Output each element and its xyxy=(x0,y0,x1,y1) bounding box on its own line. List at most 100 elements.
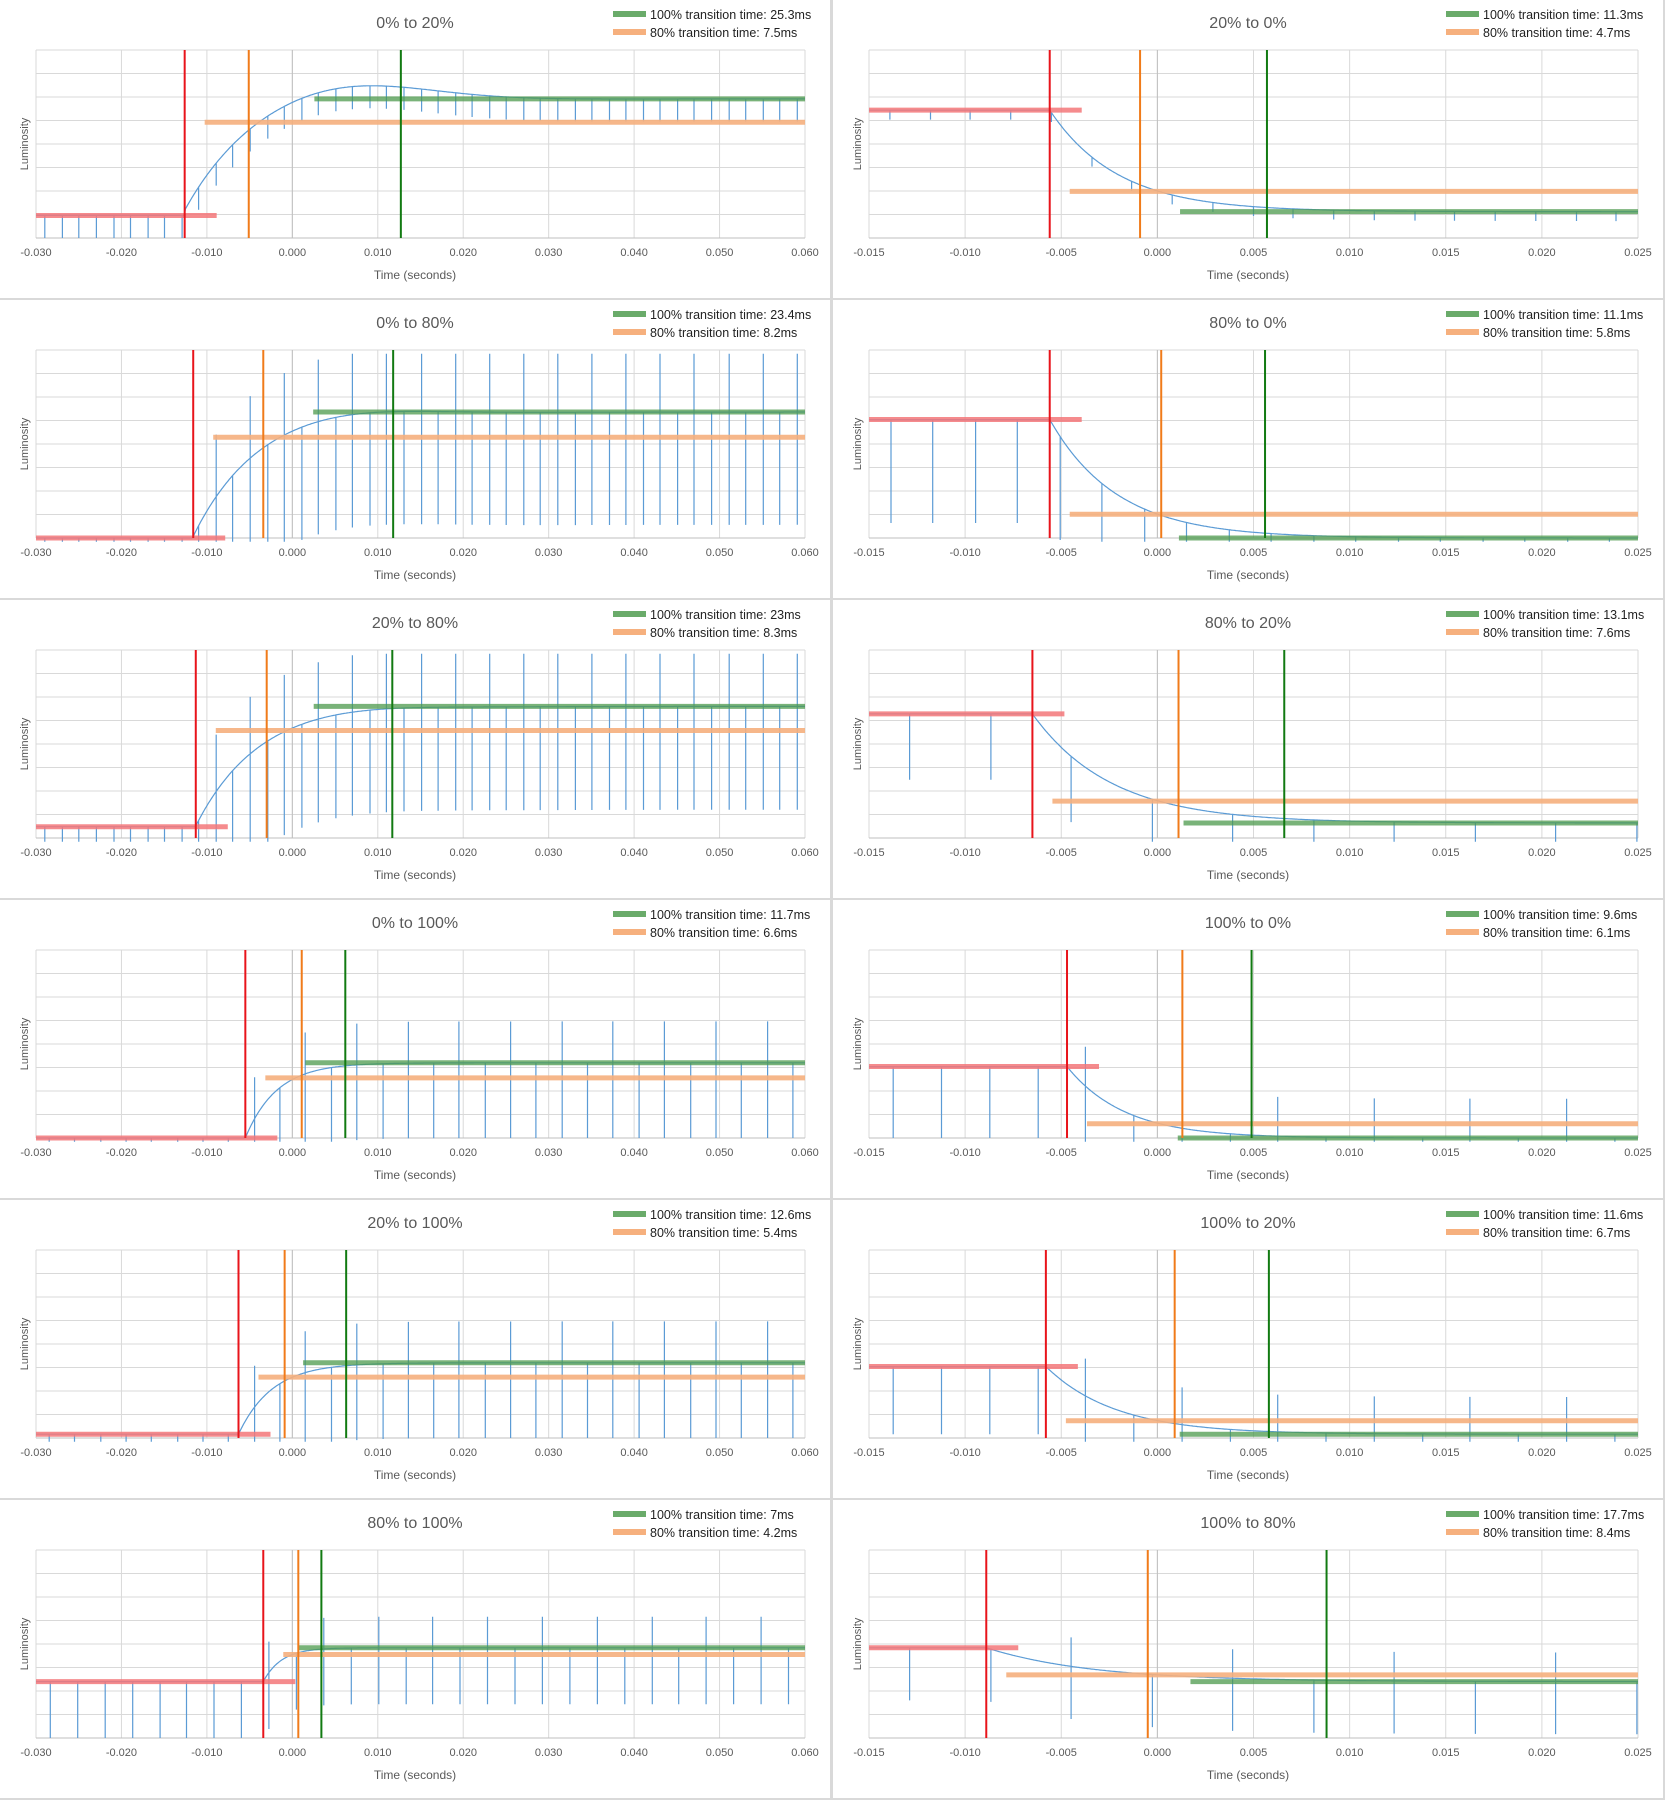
x-tick-label: 0.000 xyxy=(279,1147,307,1159)
chart-panel: 20% to 100% 100% transition time: 12.6ms 8… xyxy=(0,1200,830,1498)
x-tick-label: 0.010 xyxy=(1336,1447,1364,1459)
x-tick-label: 0.020 xyxy=(449,847,477,859)
legend-swatch-100 xyxy=(1446,1511,1479,1517)
x-tick-label: 0.060 xyxy=(791,547,819,559)
y-axis-label: Luminosity xyxy=(19,717,31,770)
legend-label: 80% transition time: 5.8ms xyxy=(1483,326,1630,340)
x-tick-label: -0.010 xyxy=(191,1147,222,1159)
x-tick-label: 0.020 xyxy=(449,1747,477,1759)
x-tick-label: -0.005 xyxy=(1046,547,1077,559)
x-tick-label: -0.030 xyxy=(20,847,51,859)
x-tick-label: -0.020 xyxy=(106,547,137,559)
chart-svg: 80% to 100% 100% transition time: 7ms 80% … xyxy=(19,1508,819,1782)
x-tick-label: 0.050 xyxy=(706,1147,734,1159)
x-tick-label: 0.010 xyxy=(1336,1147,1364,1159)
x-tick-label: 0.000 xyxy=(279,1447,307,1459)
x-tick-label: -0.005 xyxy=(1046,1147,1077,1159)
legend-swatch-100 xyxy=(1446,1211,1479,1217)
x-tick-label: 0.020 xyxy=(1528,547,1556,559)
x-tick-label: 0.040 xyxy=(620,1147,648,1159)
x-tick-label: 0.030 xyxy=(535,1747,563,1759)
x-tick-label: 0.025 xyxy=(1624,247,1652,259)
legend-swatch-100 xyxy=(613,11,646,17)
x-axis-label: Time (seconds) xyxy=(374,1468,456,1482)
chart-title: 0% to 80% xyxy=(376,315,453,332)
x-tick-label: -0.005 xyxy=(1046,247,1077,259)
x-tick-label: 0.025 xyxy=(1624,1447,1652,1459)
x-tick-label: 0.005 xyxy=(1240,1147,1268,1159)
x-tick-label: 0.020 xyxy=(1528,1747,1556,1759)
chart-title: 20% to 80% xyxy=(372,615,458,632)
x-tick-label: 0.020 xyxy=(449,1447,477,1459)
chart-panel: 100% to 20% 100% transition time: 11.6ms 8… xyxy=(833,1200,1663,1498)
x-tick-label: 0.020 xyxy=(449,1147,477,1159)
x-tick-label: 0.015 xyxy=(1432,1447,1460,1459)
x-tick-label: 0.000 xyxy=(279,247,307,259)
x-tick-label: -0.020 xyxy=(106,847,137,859)
chart-svg: 100% to 80% 100% transition time: 17.7ms 8… xyxy=(852,1508,1652,1782)
x-tick-label: 0.010 xyxy=(1336,247,1364,259)
chart-svg: 80% to 20% 100% transition time: 13.1ms 80… xyxy=(852,608,1652,882)
x-tick-label: 0.010 xyxy=(364,1147,392,1159)
legend-label: 80% transition time: 8.2ms xyxy=(650,326,797,340)
chart-title: 80% to 20% xyxy=(1205,615,1291,632)
x-tick-label: -0.010 xyxy=(950,1147,981,1159)
chart-title: 100% to 80% xyxy=(1200,1515,1295,1532)
x-tick-label: 0.010 xyxy=(364,247,392,259)
x-tick-label: 0.040 xyxy=(620,1447,648,1459)
x-tick-label: -0.020 xyxy=(106,1747,137,1759)
chart-title: 20% to 0% xyxy=(1209,15,1286,32)
x-tick-label: 0.000 xyxy=(1144,247,1172,259)
x-axis-label: Time (seconds) xyxy=(1207,1168,1289,1182)
x-axis-label: Time (seconds) xyxy=(374,1168,456,1182)
x-tick-label: -0.005 xyxy=(1046,1747,1077,1759)
x-tick-label: -0.010 xyxy=(191,847,222,859)
y-axis-label: Luminosity xyxy=(19,1317,31,1370)
legend-label: 80% transition time: 6.1ms xyxy=(1483,926,1630,940)
x-tick-label: -0.030 xyxy=(20,1147,51,1159)
x-tick-label: 0.020 xyxy=(1528,1447,1556,1459)
x-axis-label: Time (seconds) xyxy=(1207,568,1289,582)
x-tick-label: 0.010 xyxy=(1336,1747,1364,1759)
x-tick-label: -0.010 xyxy=(950,1447,981,1459)
x-tick-label: 0.030 xyxy=(535,1147,563,1159)
x-tick-label: -0.005 xyxy=(1046,1447,1077,1459)
legend-label: 80% transition time: 7.6ms xyxy=(1483,626,1630,640)
x-tick-label: 0.010 xyxy=(1336,547,1364,559)
x-tick-label: 0.020 xyxy=(1528,847,1556,859)
chart-title: 20% to 100% xyxy=(367,1215,462,1232)
x-axis-label: Time (seconds) xyxy=(1207,268,1289,282)
x-tick-label: 0.000 xyxy=(1144,1147,1172,1159)
chart-panel: 20% to 80% 100% transition time: 23ms 80% … xyxy=(0,600,830,898)
legend-swatch-80 xyxy=(613,929,646,935)
x-tick-label: 0.060 xyxy=(791,847,819,859)
x-tick-label: 0.060 xyxy=(791,247,819,259)
x-tick-label: 0.040 xyxy=(620,547,648,559)
chart-svg: 0% to 100% 100% transition time: 11.7ms 80… xyxy=(19,908,819,1182)
x-tick-label: 0.015 xyxy=(1432,847,1460,859)
legend-swatch-80 xyxy=(613,1229,646,1235)
chart-title: 0% to 20% xyxy=(376,15,453,32)
legend-swatch-100 xyxy=(1446,911,1479,917)
x-tick-label: 0.010 xyxy=(364,547,392,559)
x-tick-label: 0.015 xyxy=(1432,1147,1460,1159)
chart-svg: 20% to 0% 100% transition time: 11.3ms 80%… xyxy=(852,8,1652,282)
legend-swatch-100 xyxy=(1446,611,1479,617)
x-tick-label: -0.030 xyxy=(20,247,51,259)
legend-label: 100% transition time: 13.1ms xyxy=(1483,608,1644,622)
x-tick-label: 0.010 xyxy=(364,1747,392,1759)
legend-swatch-80 xyxy=(613,1529,646,1535)
x-tick-label: 0.005 xyxy=(1240,247,1268,259)
legend-label: 100% transition time: 7ms xyxy=(650,1508,794,1522)
chart-svg: 100% to 20% 100% transition time: 11.6ms 8… xyxy=(852,1208,1652,1482)
chart-panel: 80% to 20% 100% transition time: 13.1ms 80… xyxy=(833,600,1663,898)
legend-label: 80% transition time: 5.4ms xyxy=(650,1226,797,1240)
legend-label: 100% transition time: 23ms xyxy=(650,608,801,622)
x-tick-label: 0.040 xyxy=(620,847,648,859)
x-tick-label: 0.020 xyxy=(449,547,477,559)
legend-label: 80% transition time: 4.7ms xyxy=(1483,26,1630,40)
legend-swatch-100 xyxy=(613,311,646,317)
x-tick-label: 0.010 xyxy=(1336,847,1364,859)
luminosity-series xyxy=(36,1321,805,1442)
